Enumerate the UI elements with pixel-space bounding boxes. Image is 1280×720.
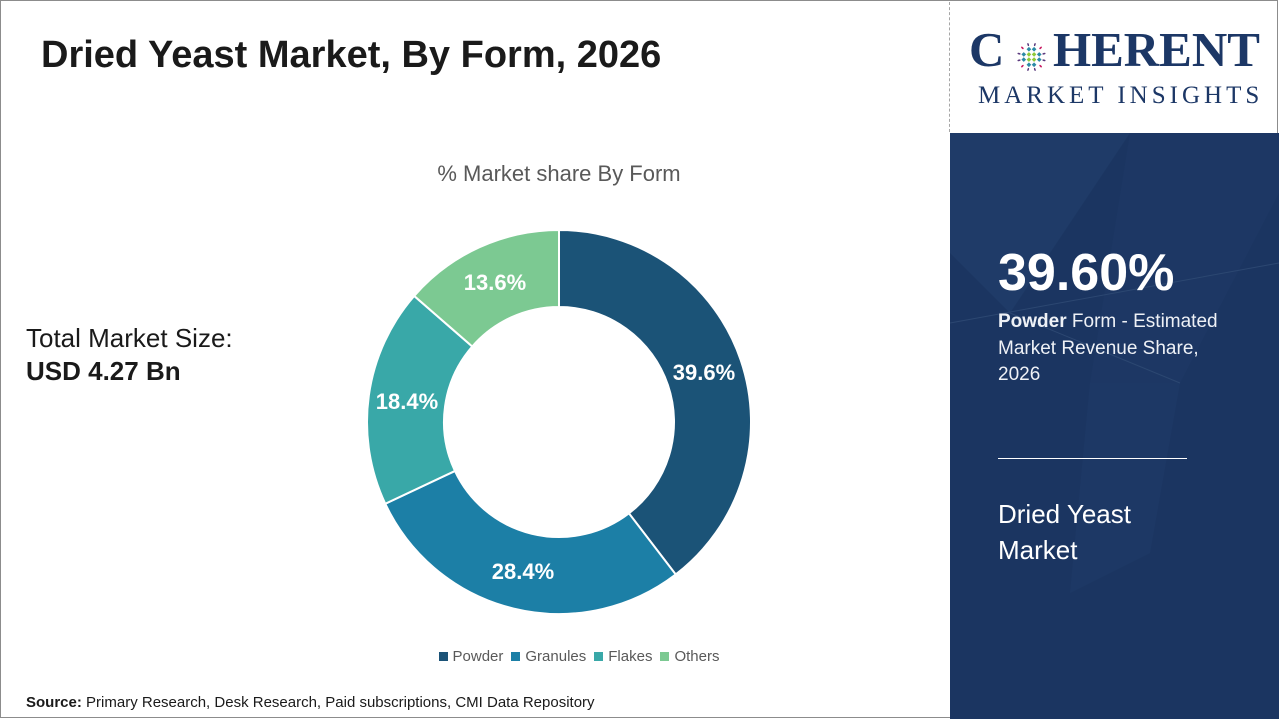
svg-text:39.6%: 39.6% [673, 360, 735, 385]
svg-text:18.4%: 18.4% [376, 389, 438, 414]
svg-text:13.6%: 13.6% [464, 270, 526, 295]
svg-text:28.4%: 28.4% [492, 559, 554, 584]
